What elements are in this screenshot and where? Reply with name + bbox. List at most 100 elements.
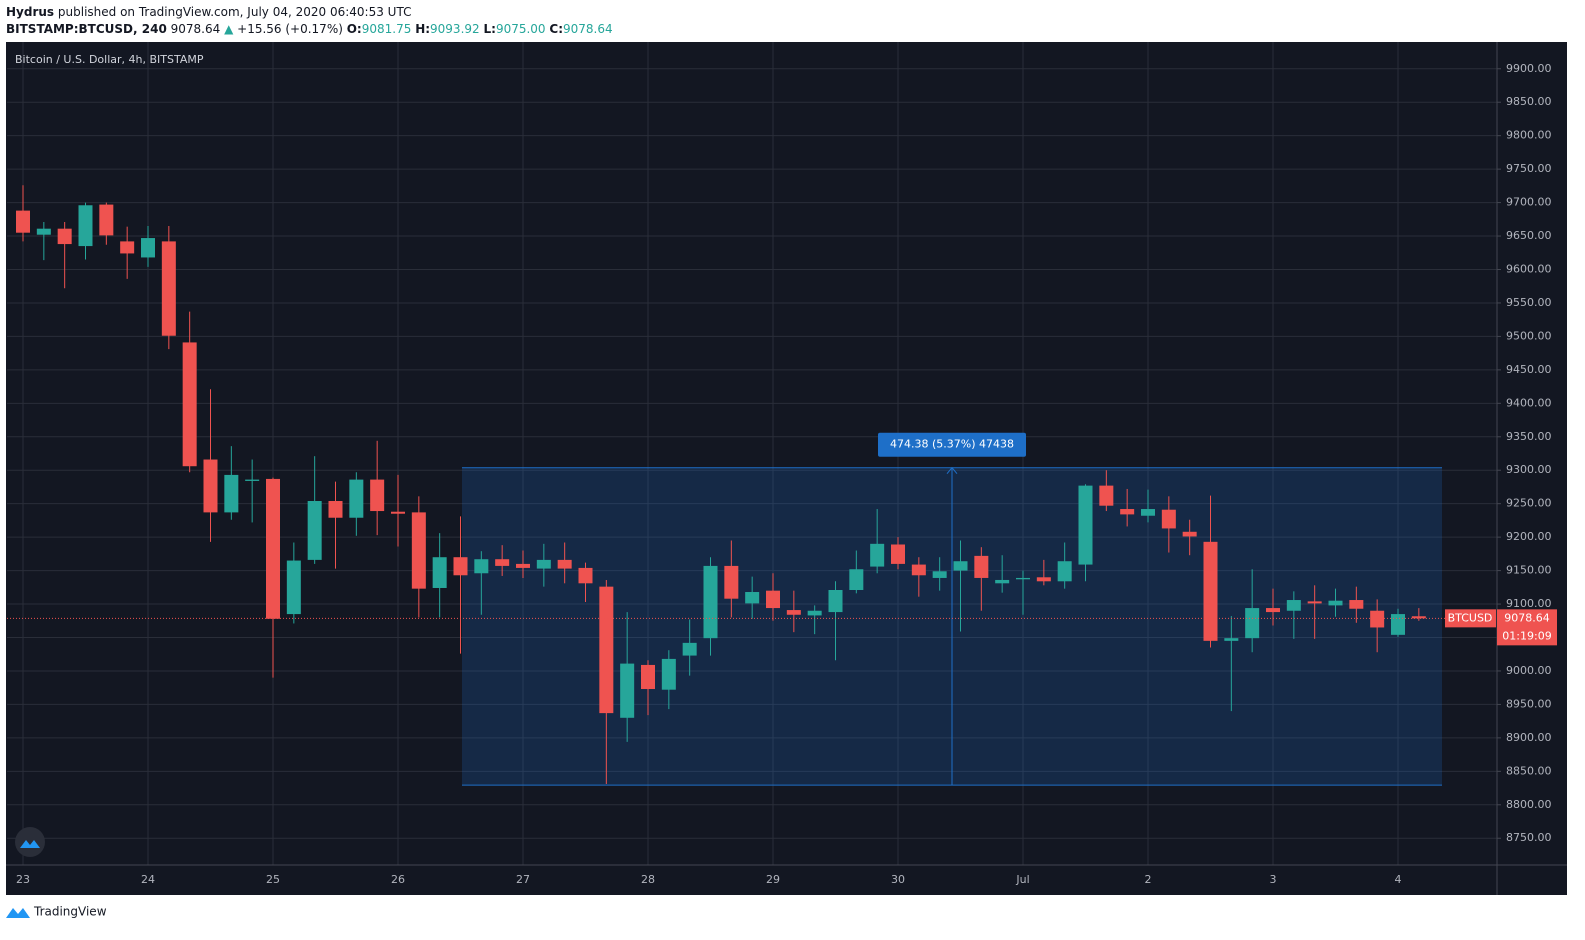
logo-badge (15, 827, 45, 857)
candle-body (557, 559, 572, 569)
candle-body (1245, 608, 1260, 639)
x-tick-label: Jul (1015, 873, 1029, 886)
candle-body (1099, 485, 1114, 506)
candle-body (474, 559, 489, 574)
candle-body (307, 501, 322, 560)
candle-body (1307, 601, 1322, 604)
author: Hydrus (6, 5, 55, 19)
y-tick-label: 9150.00 (1506, 564, 1552, 577)
h-label: H: (415, 22, 431, 36)
candle-body (1182, 531, 1197, 537)
candle-body (620, 663, 635, 718)
panel (6, 42, 1567, 895)
brand-icon (6, 908, 30, 918)
candle-body (1161, 509, 1176, 529)
symbol-tag (1445, 609, 1496, 628)
candle-body (953, 561, 968, 571)
x-tick-label: 4 (1395, 873, 1402, 886)
y-tick-label: 9400.00 (1506, 396, 1552, 409)
x-tick-label: 2 (1145, 873, 1152, 886)
y-tick-label: 9800.00 (1506, 129, 1552, 142)
x-tick-label: 26 (391, 873, 405, 886)
candle-body (411, 512, 426, 589)
candle-body (849, 569, 864, 590)
candle-body (1328, 600, 1343, 606)
candle-body (161, 241, 176, 336)
candle-body (453, 557, 468, 576)
candle-body (1120, 509, 1135, 515)
price-tag (1497, 609, 1557, 646)
y-tick-label: 8800.00 (1506, 798, 1552, 811)
symbol-tag-label: BTCUSD (1448, 611, 1493, 624)
y-tick-label: 9600.00 (1506, 262, 1552, 275)
candle-body (974, 555, 989, 578)
range-label-box (878, 432, 1026, 457)
y-tick-label: 9900.00 (1506, 62, 1552, 75)
symbol: BITSTAMP:BTCUSD, 240 (6, 22, 167, 36)
countdown: 01:19:09 (1502, 629, 1551, 642)
candle-body (349, 479, 364, 518)
candle-body (766, 590, 780, 609)
candle-body (724, 565, 739, 599)
candle-body (370, 479, 385, 512)
candle-body (1016, 577, 1030, 580)
y-tick-label: 9250.00 (1506, 497, 1552, 510)
candle-body (78, 205, 93, 247)
y-tick-label: 9100.00 (1506, 597, 1552, 610)
x-tick-label: 24 (141, 873, 155, 886)
brand: TradingView (33, 905, 107, 919)
candle-body (203, 459, 218, 513)
candle-body (703, 565, 718, 639)
x-tick-label: 29 (766, 873, 780, 886)
candle-body (1266, 608, 1280, 613)
candle-body (1286, 600, 1301, 611)
x-tick-label: 25 (266, 873, 280, 886)
candle-body (578, 567, 593, 584)
o: 9081.75 (361, 22, 412, 36)
published: published on TradingView.com, July 04, 2… (57, 5, 412, 19)
candle-body (36, 228, 51, 235)
candle-body (682, 642, 697, 656)
candle-body (995, 579, 1010, 584)
candle-body (932, 571, 947, 578)
candle-body (786, 610, 801, 615)
candle-body (1057, 561, 1072, 582)
candle-body (870, 543, 885, 567)
y-tick-label: 9350.00 (1506, 430, 1552, 443)
y-tick-label: 9200.00 (1506, 530, 1552, 543)
c-label: C: (549, 22, 563, 36)
y-tick-label: 9550.00 (1506, 296, 1552, 309)
candle-body (745, 592, 760, 604)
candle-body (99, 204, 114, 236)
y-tick-label: 9000.00 (1506, 664, 1552, 677)
candle-body (1349, 600, 1364, 609)
l: 9075.00 (495, 22, 546, 36)
candle-body (120, 241, 135, 254)
candle-body (911, 564, 926, 576)
candle-body (536, 559, 551, 569)
change: +15.56 (+0.17%) (237, 22, 343, 36)
candle-body (1224, 638, 1239, 641)
range-label: 474.38 (5.37%) 47438 (890, 438, 1014, 451)
header: Hydrus published on TradingView.com, Jul… (6, 4, 613, 38)
logo-icon (20, 840, 40, 848)
y-tick-label: 9700.00 (1506, 196, 1552, 209)
candle-body (1411, 616, 1426, 619)
candle-body (891, 544, 905, 564)
candle-body (1036, 577, 1051, 582)
last: 9078.64 (170, 22, 221, 36)
arrow: ▲ (224, 22, 234, 36)
y-tick-label: 9500.00 (1506, 329, 1552, 342)
x-tick-label: 23 (16, 873, 30, 886)
candle-body (224, 474, 239, 513)
o-label: O: (346, 22, 362, 36)
candle-body (182, 342, 197, 467)
candle-body (1391, 614, 1405, 635)
candle-body (266, 478, 280, 619)
y-tick-label: 9850.00 (1506, 95, 1552, 108)
candle-body (641, 664, 655, 690)
candle-body (1141, 509, 1155, 516)
l-label: L: (483, 22, 496, 36)
